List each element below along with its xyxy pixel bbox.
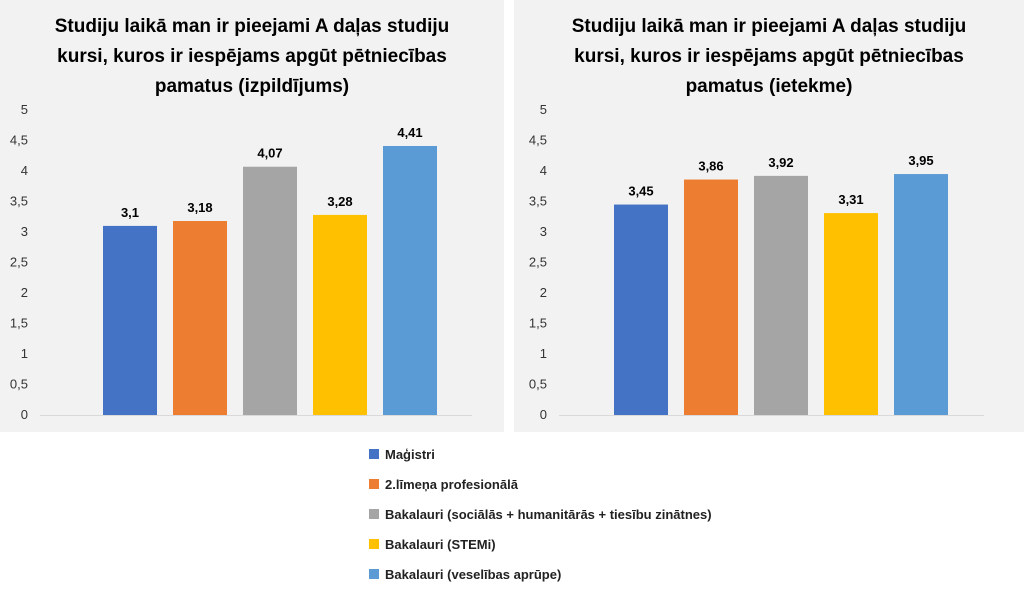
legend-label: Maģistri (385, 446, 435, 462)
bar-1 (614, 204, 668, 415)
y-tick-label: 3 (21, 224, 28, 239)
chart-title-line-1: Studiju laikā man ir pieejami A daļas st… (54, 16, 450, 37)
data-label: 3,92 (768, 155, 793, 170)
data-label: 3,31 (838, 192, 863, 207)
y-tick-label: 5 (540, 102, 547, 117)
chart-panel-ietekme: Studiju laikā man ir pieejami A daļas st… (514, 0, 1024, 432)
bar-1 (103, 225, 157, 415)
bar-chart-izpildijums: 0 0,5 1 1,5 2 2,5 3 3,5 4 4,5 5 3,1 3,18 4,07 3,28 4,41 (10, 102, 472, 422)
bar-3 (243, 166, 297, 415)
y-tick-label: 1,5 (529, 316, 547, 331)
bar-5 (894, 174, 948, 415)
chart-title: Studiju laikā man ir pieejami A daļas st… (0, 12, 504, 102)
y-tick-label: 0,5 (10, 377, 28, 392)
y-tick-label: 4 (21, 163, 28, 178)
data-label: 3,45 (628, 184, 653, 199)
y-tick-label: 0,5 (529, 377, 547, 392)
legend-label: Bakalauri (sociālās + humanitārās + ties… (385, 506, 712, 522)
bar-4 (824, 213, 878, 415)
y-tick-label: 3 (540, 224, 547, 239)
chart-title-line-2: kursi, kuros ir iespējams apgūt pētniecī… (574, 46, 964, 67)
bar-5 (383, 145, 437, 416)
data-label: 4,41 (397, 125, 422, 140)
y-tick-label: 0 (540, 407, 547, 422)
legend-swatch (369, 569, 379, 579)
legend-swatch (369, 449, 379, 459)
legend-swatch (369, 509, 379, 519)
legend-item-bakalauri-socialas: Bakalauri (sociālās + humanitārās + ties… (369, 501, 789, 527)
data-label: 3,86 (698, 159, 723, 174)
legend-label: Bakalauri (veselības aprūpe) (385, 566, 562, 582)
y-tick-label: 2,5 (529, 255, 547, 270)
legend-label: 2.līmeņa profesionālā (385, 476, 518, 492)
data-label: 3,18 (187, 200, 212, 215)
y-tick-label: 2,5 (10, 255, 28, 270)
data-label: 3,28 (327, 194, 352, 209)
y-tick-label: 1,5 (10, 316, 28, 331)
chart-title-line-2: kursi, kuros ir iespējams apgūt pētniecī… (57, 46, 447, 67)
data-label: 4,07 (257, 146, 282, 161)
y-tick-label: 1 (21, 346, 28, 361)
bar-chart-ietekme: 0 0,5 1 1,5 2 2,5 3 3,5 4 4,5 5 3,45 3,86 3,92 3,31 3,9… (529, 102, 984, 422)
y-tick-label: 5 (21, 102, 28, 117)
chart-title-line-3: pamatus (ietekme) (685, 76, 853, 97)
chart-title-line-3: pamatus (izpildījums) (154, 76, 350, 97)
bar-4 (313, 214, 367, 415)
y-tick-label: 2 (21, 285, 28, 300)
legend-item-magistri: Maģistri (369, 441, 789, 467)
y-tick-label: 1 (540, 346, 547, 361)
chart-title: Studiju laikā man ir pieejami A daļas st… (514, 12, 1024, 102)
y-tick-label: 4,5 (529, 133, 547, 148)
chart-title-line-1: Studiju laikā man ir pieejami A daļas st… (571, 16, 967, 37)
chart-legend: Maģistri 2.līmeņa profesionālā Bakalauri… (369, 441, 789, 591)
chart-panel-izpildijums: Studiju laikā man ir pieejami A daļas st… (0, 0, 504, 432)
y-tick-label: 0 (21, 407, 28, 422)
y-tick-label: 4,5 (10, 133, 28, 148)
y-tick-label: 3,5 (10, 194, 28, 209)
bar-2 (173, 221, 227, 415)
legend-swatch (369, 539, 379, 549)
legend-label: Bakalauri (STEMi) (385, 536, 496, 552)
bar-3 (754, 175, 808, 415)
y-tick-label: 2 (540, 285, 547, 300)
y-tick-label: 4 (540, 163, 547, 178)
data-label: 3,1 (121, 205, 139, 220)
legend-swatch (369, 479, 379, 489)
y-tick-label: 3,5 (529, 194, 547, 209)
data-label: 3,95 (908, 153, 933, 168)
legend-item-bakalauri-stemi: Bakalauri (STEMi) (369, 531, 789, 557)
legend-item-bakalauri-veselibas-aprupe: Bakalauri (veselības aprūpe) (369, 561, 789, 587)
legend-item-2-limena-profesionala: 2.līmeņa profesionālā (369, 471, 789, 497)
bar-2 (684, 179, 738, 415)
